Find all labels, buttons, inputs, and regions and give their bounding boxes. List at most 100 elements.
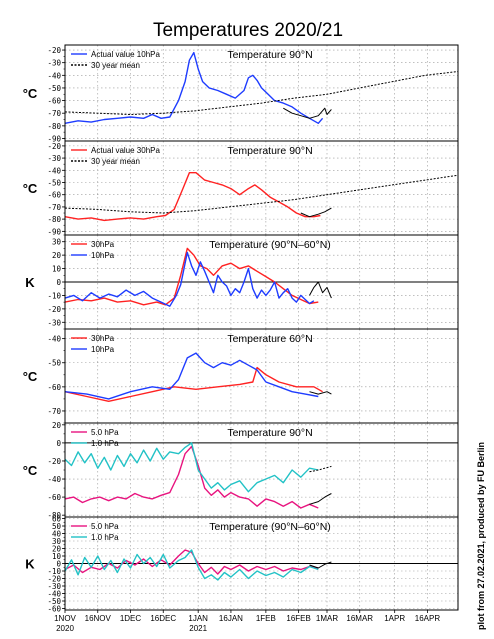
x-tick-label: 16DEC [150, 614, 176, 623]
x-tick-label: 16NOV [85, 614, 112, 623]
y-tick-label: 0 [56, 439, 61, 448]
y-tick-label: -60 [47, 191, 61, 200]
series-line-1-0-hpa [64, 549, 319, 581]
panel-title: Temperature 90°N [227, 49, 312, 61]
legend-entry: 5.0 hPa [91, 428, 119, 437]
y-tick-label: 30 [52, 238, 62, 247]
y-axis-label: K [25, 557, 35, 572]
y-tick-label: -60 [47, 493, 61, 502]
x-tick-label: 16JAN [219, 614, 243, 623]
legend-entry: 30 year mean [91, 61, 140, 70]
x-year-label: 2021 [189, 624, 207, 633]
legend-entry: 30hPa [91, 240, 115, 249]
figure-title: Temperatures 2020/21 [153, 20, 343, 41]
series-line-10hpa [64, 251, 315, 307]
chart-panel-3: 30 20 10 0 -10 -20 -30 Temperature (90°N–60°N) 3… [25, 234, 459, 330]
y-tick-label: -50 [47, 359, 61, 368]
y-tick-label: -20 [47, 457, 61, 466]
y-tick-label: 0 [56, 278, 61, 287]
y-tick-label: 20 [52, 251, 62, 260]
legend-entry: 30hPa [91, 334, 115, 343]
series-line-unlabeled-3 [309, 493, 332, 505]
chart-panels: -20 -30 -40 -50 -60 -70 -80 -90 Temperature 90°N… [23, 44, 459, 614]
chart-panel-5: 20 0 -20 -40 -60 -80 Temperature 90°N 5.0 hPa 1.… [23, 421, 459, 520]
y-tick-label: -40 [47, 335, 61, 344]
x-tick-label: 16MAR [346, 614, 373, 623]
y-tick-label: 50 [52, 522, 62, 531]
series-line-30-year-mean [64, 174, 459, 214]
series-line-unlabeled-2 [309, 391, 332, 395]
y-tick-label: -70 [47, 203, 61, 212]
y-tick-label: -20 [47, 142, 61, 151]
y-tick-label: -80 [47, 122, 61, 131]
series-line-actual-value-10hpa [64, 51, 324, 124]
legend-entry: 10hPa [91, 345, 115, 354]
y-tick-label: -40 [47, 590, 61, 599]
chart-panel-2: -20 -30 -40 -50 -60 -70 -80 -90 Temperature 90°N… [23, 140, 459, 236]
series-line-30-year-mean [64, 71, 459, 115]
x-tick-label: 1MAR [316, 614, 338, 623]
y-tick-label: -90 [47, 134, 61, 143]
x-axis: 1NOV 16NOV 1DEC 16DEC 1JAN 16JAN 1FEB 16FEB 1MAR… [54, 610, 440, 633]
panel-frame [64, 516, 459, 611]
y-tick-label: 0 [56, 560, 61, 569]
y-tick-label: -60 [47, 383, 61, 392]
y-tick-label: -40 [47, 475, 61, 484]
legend-entry: 1.0 hPa [91, 439, 119, 448]
panel-title: Temperature (90°N–60°N) [209, 521, 331, 533]
series-line-unlabeled-2 [283, 107, 332, 119]
y-tick-label: -90 [47, 227, 61, 236]
legend-entry: 10hPa [91, 251, 115, 260]
y-axis-label: °C [23, 369, 38, 384]
y-tick-label: -20 [47, 46, 61, 55]
legend-entry: Actual value 30hPa [91, 146, 160, 155]
legend-entry: 5.0 hPa [91, 522, 119, 531]
y-tick-label: -20 [47, 575, 61, 584]
y-tick-label: 20 [52, 545, 62, 554]
x-year-label: 2020 [56, 624, 74, 633]
y-tick-label: 20 [52, 421, 62, 430]
series-line-1-0-hpa [64, 442, 319, 493]
y-tick-label: -60 [47, 605, 61, 614]
series-line-10hpa [64, 352, 319, 400]
series-line-unlabeled-2 [309, 281, 332, 299]
x-tick-label: 1NOV [54, 614, 76, 623]
y-tick-label: -20 [47, 305, 61, 314]
x-tick-label: 1DEC [120, 614, 142, 623]
series-line-actual-value-30hpa [64, 172, 321, 222]
x-tick-label: 1APR [384, 614, 405, 623]
panel-title: Temperature (90°N–60°N) [209, 239, 331, 251]
y-tick-label: -10 [47, 567, 61, 576]
y-axis-label: °C [23, 463, 38, 478]
y-tick-label: 10 [52, 265, 62, 274]
series-line-unlabeled-2 [309, 561, 332, 569]
y-axis-label: °C [23, 86, 38, 101]
legend-entry: 1.0 hPa [91, 533, 119, 542]
x-tick-label: 1FEB [256, 614, 276, 623]
x-tick-label: 16FEB [286, 614, 310, 623]
y-tick-label: -50 [47, 179, 61, 188]
y-tick-label: -80 [47, 511, 61, 520]
y-axis-label: °C [23, 181, 38, 196]
y-tick-label: -30 [47, 154, 61, 163]
y-tick-label: -10 [47, 291, 61, 300]
credit-note: plot from 27.02.2021, produced by FU Ber… [476, 442, 486, 630]
panel-title: Temperature 60°N [227, 333, 312, 345]
y-tick-label: -70 [47, 109, 61, 118]
panel-title: Temperature 90°N [227, 427, 312, 439]
y-tick-label: -30 [47, 59, 61, 68]
legend-entry: Actual value 10hPa [91, 50, 160, 59]
y-tick-label: -80 [47, 215, 61, 224]
y-tick-label: -50 [47, 84, 61, 93]
legend-entry: 30 year mean [91, 157, 140, 166]
series-line-unlabeled-2 [300, 207, 332, 218]
y-tick-label: 10 [52, 552, 62, 561]
y-tick-label: 30 [52, 537, 62, 546]
y-tick-label: -40 [47, 166, 61, 175]
x-tick-label: 16APR [415, 614, 441, 623]
chart-panel-4: -40 -50 -60 -70 Temperature 60°N 30hPa 10hPa °C [23, 328, 459, 424]
y-tick-label: 60 [52, 515, 62, 524]
series-line-30hpa [64, 366, 323, 402]
